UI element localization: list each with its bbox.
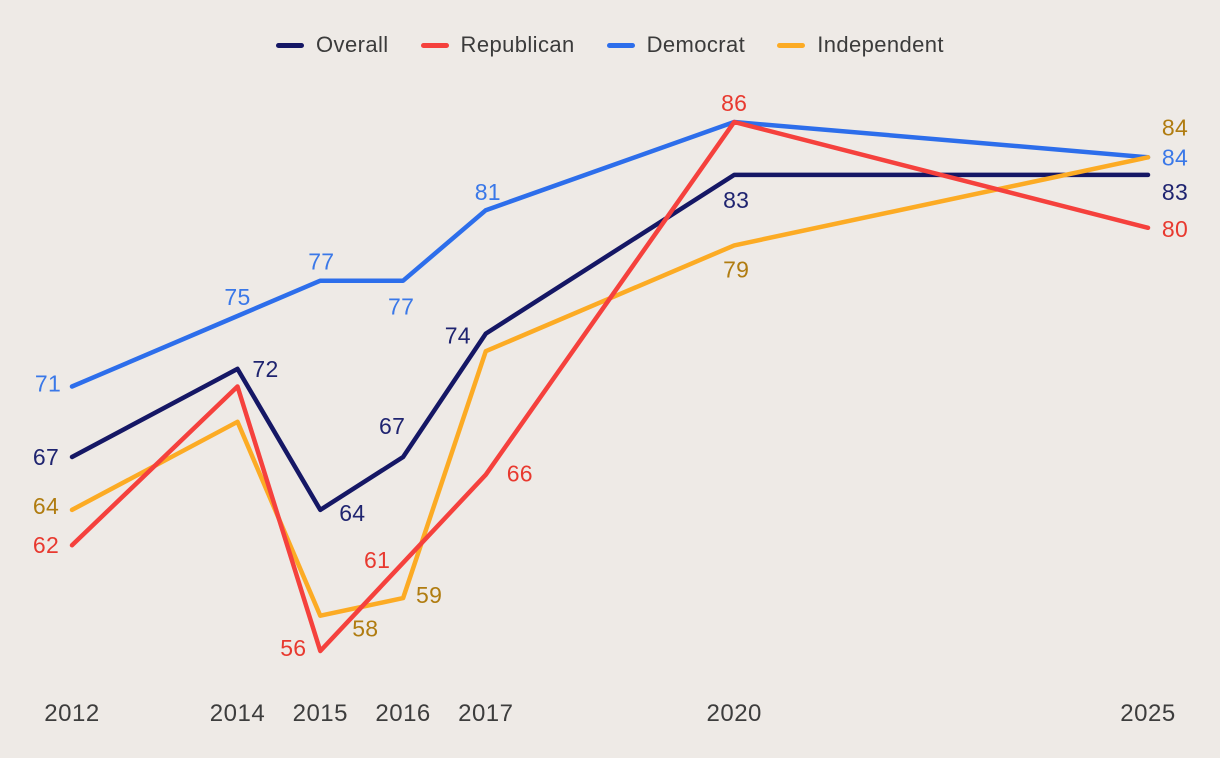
data-label-independent-2020: 79 [723, 256, 749, 282]
legend-swatch-overall [276, 42, 305, 48]
data-label-democrat-2025: 84 [1162, 144, 1188, 170]
legend-item-democrat[interactable]: Democrat [606, 32, 746, 57]
legend-item-republican[interactable]: Republican [420, 32, 575, 57]
data-label-independent-2016: 59 [416, 582, 442, 608]
data-label-republican-2012: 62 [33, 532, 59, 558]
legend-swatch-independent [777, 42, 806, 48]
x-axis-label-2014: 2014 [210, 700, 265, 727]
data-label-overall-2012: 67 [33, 444, 59, 470]
legend-label-republican: Republican [460, 32, 575, 57]
x-axis-label-2012: 2012 [44, 700, 99, 727]
x-axis-label-2017: 2017 [458, 700, 513, 727]
legend-item-overall[interactable]: Overall [276, 34, 389, 56]
data-label-overall-2014: 72 [252, 356, 278, 382]
legend-swatch-republican [420, 42, 449, 48]
data-label-republican-2020: 86 [721, 90, 747, 116]
chart-legend: Overall Republican Democrat Independent [0, 34, 1220, 56]
series-line-independent [69, 155, 1151, 618]
data-label-democrat-2016: 77 [388, 294, 414, 320]
legend-label-independent: Independent [817, 32, 944, 57]
data-label-overall-2025: 83 [1162, 179, 1188, 205]
series-line-republican [69, 119, 1151, 654]
data-label-overall-2015: 64 [339, 500, 365, 526]
x-axis-label-2016: 2016 [375, 700, 430, 727]
legend-label-overall: Overall [316, 32, 389, 57]
data-label-independent-2025: 84 [1162, 114, 1188, 140]
data-label-republican-2025: 80 [1162, 216, 1188, 242]
data-label-republican-2017: 66 [507, 461, 533, 487]
data-label-overall-2017: 74 [445, 323, 471, 349]
x-axis-label-2015: 2015 [293, 700, 348, 727]
series-line-overall [69, 172, 1151, 513]
x-axis-label-2020: 2020 [707, 700, 762, 727]
data-label-democrat-2015: 77 [308, 249, 334, 275]
data-label-independent-2012: 64 [33, 493, 59, 519]
legend-swatch-democrat [606, 42, 635, 48]
data-label-independent-2015: 58 [352, 616, 378, 642]
data-label-overall-2020: 83 [723, 187, 749, 213]
data-label-democrat-2017: 81 [475, 179, 501, 205]
data-label-republican-2015: 56 [280, 635, 306, 661]
data-label-republican-2016: 61 [364, 547, 390, 573]
data-label-overall-2016: 67 [379, 413, 405, 439]
legend-item-independent[interactable]: Independent [777, 34, 944, 56]
data-label-democrat-2012: 71 [35, 371, 61, 397]
x-axis-label-2025: 2025 [1120, 700, 1175, 727]
data-label-democrat-2014: 75 [224, 284, 250, 310]
legend-label-democrat: Democrat [646, 32, 746, 57]
